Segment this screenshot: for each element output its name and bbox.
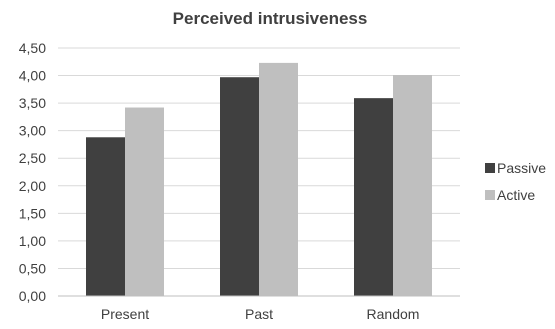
x-axis-categories: Present Past Random	[101, 306, 420, 322]
y-tick-label: 0,00	[19, 288, 46, 304]
y-tick-label: 1,00	[19, 233, 46, 249]
y-axis-ticks: 0,00 0,50 1,00 1,50 2,00 2,50 3,00 3,50 4,00 4,50	[19, 40, 46, 304]
chart-title: Perceived intrusiveness	[173, 9, 368, 28]
x-category-label: Random	[367, 306, 420, 322]
y-tick-label: 2,50	[19, 150, 46, 166]
y-tick-label: 3,50	[19, 95, 46, 111]
bar-active-present	[125, 107, 164, 297]
legend-swatch-active	[485, 190, 495, 200]
bars	[86, 62, 432, 297]
legend: Passive Active	[485, 160, 546, 203]
bar-passive-present	[86, 137, 125, 296]
y-tick-label: 2,00	[19, 178, 46, 194]
legend-label-active: Active	[497, 187, 535, 203]
bar-active-random	[393, 75, 432, 296]
bar-active-past	[259, 62, 298, 296]
y-tick-label: 3,00	[19, 123, 46, 139]
legend-swatch-passive	[485, 163, 495, 173]
bar-passive-random	[354, 98, 393, 296]
legend-label-passive: Passive	[497, 160, 546, 176]
bar-passive-past	[220, 77, 259, 296]
y-tick-label: 1,50	[19, 205, 46, 221]
x-category-label: Past	[245, 306, 273, 322]
y-tick-label: 4,50	[19, 40, 46, 56]
y-tick-label: 4,00	[19, 68, 46, 84]
x-category-label: Present	[101, 306, 149, 322]
y-tick-label: 0,50	[19, 260, 46, 276]
